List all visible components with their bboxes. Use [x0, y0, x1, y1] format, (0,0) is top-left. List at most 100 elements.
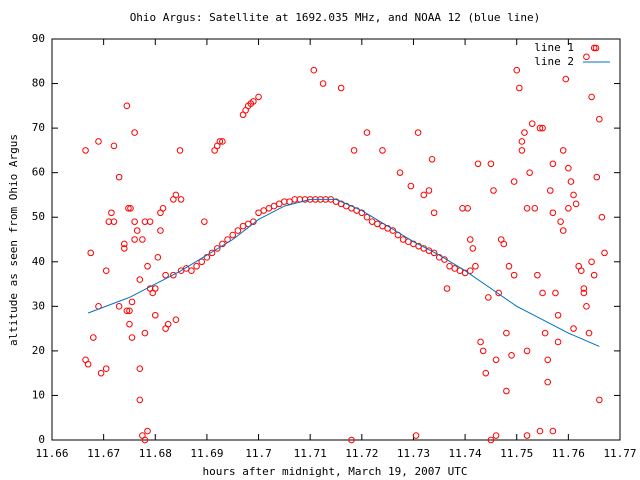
point	[115, 303, 123, 310]
point	[443, 285, 451, 292]
point	[188, 267, 195, 274]
point	[151, 311, 159, 319]
y-tick-label: 50	[32, 210, 45, 223]
point	[549, 427, 557, 435]
point	[570, 191, 577, 199]
point	[601, 249, 608, 257]
legend-swatch	[592, 44, 600, 52]
y-tick-label: 40	[32, 255, 45, 268]
point	[572, 200, 580, 208]
point	[477, 338, 484, 346]
y-tick-label: 60	[32, 166, 45, 179]
point	[414, 129, 422, 136]
point	[151, 285, 159, 292]
point	[536, 124, 544, 132]
point	[430, 249, 438, 257]
point	[87, 249, 95, 257]
point	[102, 365, 110, 373]
point	[229, 231, 237, 239]
point	[485, 294, 492, 301]
point	[213, 245, 221, 252]
point	[508, 352, 515, 359]
point	[490, 187, 497, 194]
point	[379, 147, 386, 154]
point	[146, 218, 154, 225]
x-tick-label: 11.76	[552, 447, 585, 460]
point	[580, 289, 588, 297]
y-tick-label: 10	[32, 388, 45, 401]
point	[219, 138, 226, 145]
x-tick-label: 11.74	[449, 447, 482, 460]
y-axis-label: altitude as seen from Ohio Argus	[7, 134, 20, 346]
point	[164, 320, 172, 328]
point	[216, 138, 224, 145]
point	[510, 271, 518, 279]
point	[90, 334, 97, 341]
point	[123, 307, 131, 315]
point	[412, 432, 420, 439]
point	[479, 347, 487, 355]
point	[585, 329, 593, 337]
point	[310, 66, 318, 74]
point	[337, 84, 345, 92]
series-line	[87, 198, 600, 347]
point	[596, 115, 603, 123]
point	[208, 249, 216, 257]
point	[176, 147, 184, 154]
point	[97, 369, 105, 377]
point	[590, 271, 598, 279]
point	[136, 276, 144, 283]
point	[557, 218, 564, 225]
point	[136, 396, 144, 404]
point	[565, 164, 572, 172]
point	[469, 245, 477, 252]
point	[144, 262, 151, 270]
y-tick-label: 20	[32, 344, 45, 357]
point	[125, 205, 132, 212]
point	[126, 320, 133, 328]
x-tick-label: 11.73	[397, 447, 430, 460]
point	[154, 254, 162, 261]
chart-title: Ohio Argus: Satellite at 1692.035 MHz, a…	[130, 11, 541, 24]
point	[580, 285, 588, 292]
point	[570, 325, 577, 332]
point	[131, 129, 138, 136]
point	[541, 329, 549, 337]
point	[596, 396, 603, 404]
point	[544, 378, 552, 386]
point	[170, 271, 177, 279]
point	[126, 307, 133, 315]
point	[115, 173, 123, 181]
point	[492, 432, 500, 439]
point	[577, 267, 585, 274]
point	[363, 129, 371, 136]
x-tick-label: 11.66	[35, 447, 68, 460]
point	[110, 218, 118, 225]
legend-label: line 1	[534, 41, 574, 54]
x-tick-label: 11.72	[345, 447, 378, 460]
point	[159, 205, 167, 212]
y-tick-label: 90	[32, 32, 45, 45]
point	[539, 289, 546, 297]
point	[536, 427, 544, 435]
point	[198, 258, 206, 266]
point	[588, 258, 595, 266]
point	[128, 334, 136, 341]
point	[472, 262, 479, 270]
point	[428, 156, 436, 163]
point	[141, 436, 149, 444]
x-axis-label: hours after midnight, March 19, 2007 UTC	[203, 465, 468, 478]
point	[482, 369, 490, 377]
x-tick-label: 11.75	[500, 447, 533, 460]
x-tick-label: 11.69	[190, 447, 223, 460]
point	[133, 227, 141, 234]
point	[546, 187, 554, 194]
point	[110, 142, 118, 150]
point	[234, 227, 242, 234]
point	[474, 160, 482, 168]
point	[534, 271, 541, 279]
point	[487, 436, 495, 444]
point	[348, 436, 355, 444]
point	[82, 356, 89, 364]
